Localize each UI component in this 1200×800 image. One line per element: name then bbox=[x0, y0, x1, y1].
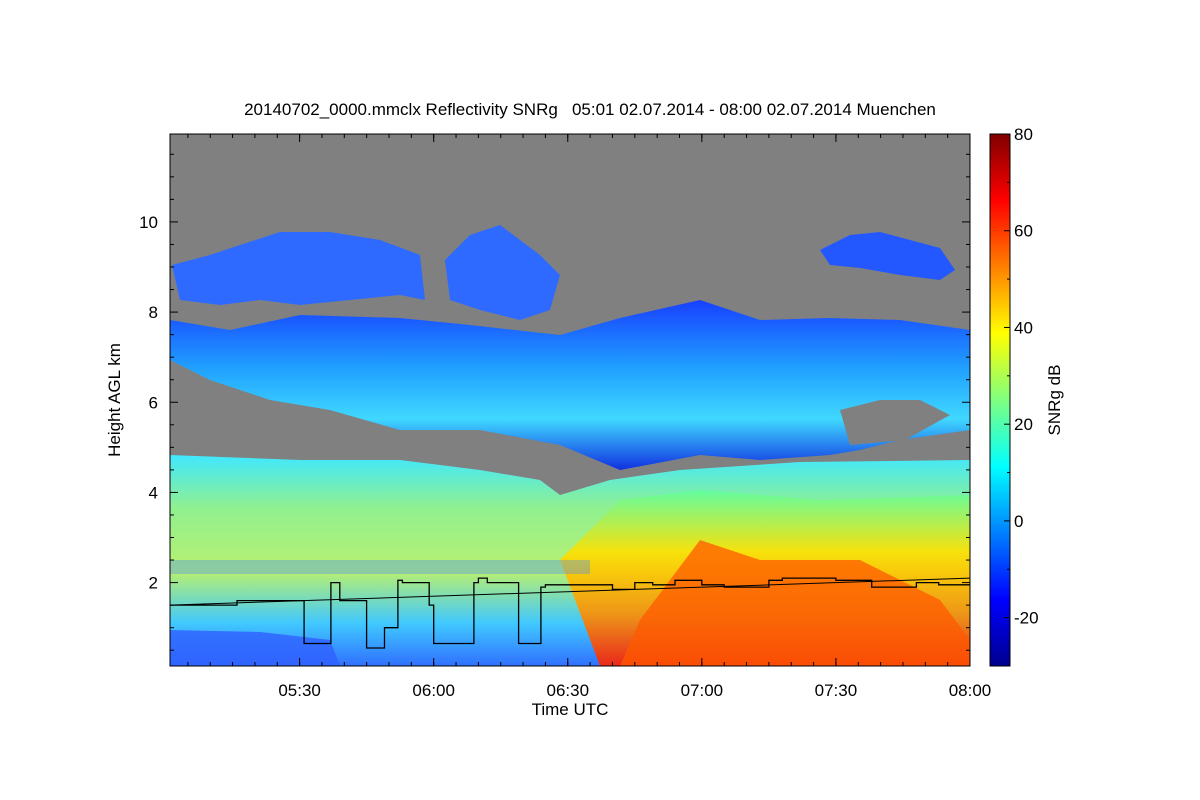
x-tick-label: 08:00 bbox=[949, 681, 992, 700]
y-tick-label: 10 bbox=[139, 213, 158, 232]
boundary-layer-line bbox=[170, 577, 970, 649]
plot-frame bbox=[169, 133, 971, 667]
x-tick-label: 07:00 bbox=[681, 681, 724, 700]
y-tick-label: 2 bbox=[149, 574, 158, 593]
y-tick-label: 4 bbox=[149, 483, 158, 502]
colorbar-label: SNRg dB bbox=[1045, 365, 1064, 436]
colorbar-tick-label: -20 bbox=[1014, 609, 1039, 628]
colorbar: -20 0 20 40 60 80 SNRg dB bbox=[989, 125, 1064, 667]
x-axis-label: Time UTC bbox=[532, 700, 609, 719]
colorbar-tick-label: 80 bbox=[1014, 125, 1033, 144]
chart-title: 20140702_0000.mmclx Reflectivity SNRg 05… bbox=[244, 100, 936, 119]
boundary-layer-trace bbox=[170, 577, 970, 649]
y-axis-label: Height AGL km bbox=[105, 343, 124, 457]
y-tick-label: 6 bbox=[149, 393, 158, 412]
x-tick-label: 06:30 bbox=[546, 681, 589, 700]
upper-cloud-c bbox=[820, 232, 955, 280]
lower-layer-core bbox=[620, 540, 970, 666]
y-axis: 2 4 6 8 10 bbox=[139, 153, 970, 651]
x-axis: 05:30 06:00 06:30 07:00 07:30 08:00 bbox=[187, 134, 992, 700]
colorbar-tick-label: 0 bbox=[1014, 512, 1023, 531]
x-tick-label: 05:30 bbox=[278, 681, 321, 700]
colorbar-ticks: -20 0 20 40 60 80 bbox=[1004, 125, 1039, 667]
x-tick-label: 07:30 bbox=[815, 681, 858, 700]
colorbar-gradient bbox=[989, 133, 1011, 667]
surface-clutter bbox=[170, 630, 340, 666]
upper-cloud-a bbox=[172, 232, 425, 305]
bright-band bbox=[170, 560, 590, 574]
plot-area bbox=[170, 134, 970, 666]
upper-cloud-b bbox=[445, 225, 560, 320]
reference-line bbox=[170, 577, 970, 606]
colorbar-tick-label: 60 bbox=[1014, 222, 1033, 241]
mid-cloud-gap bbox=[840, 400, 950, 445]
mid-cloud-layer bbox=[170, 300, 970, 470]
colorbar-tick-label: 40 bbox=[1014, 318, 1033, 337]
x-tick-label: 06:00 bbox=[412, 681, 455, 700]
colorbar-tick-label: 20 bbox=[1014, 415, 1033, 434]
y-tick-label: 8 bbox=[149, 303, 158, 322]
